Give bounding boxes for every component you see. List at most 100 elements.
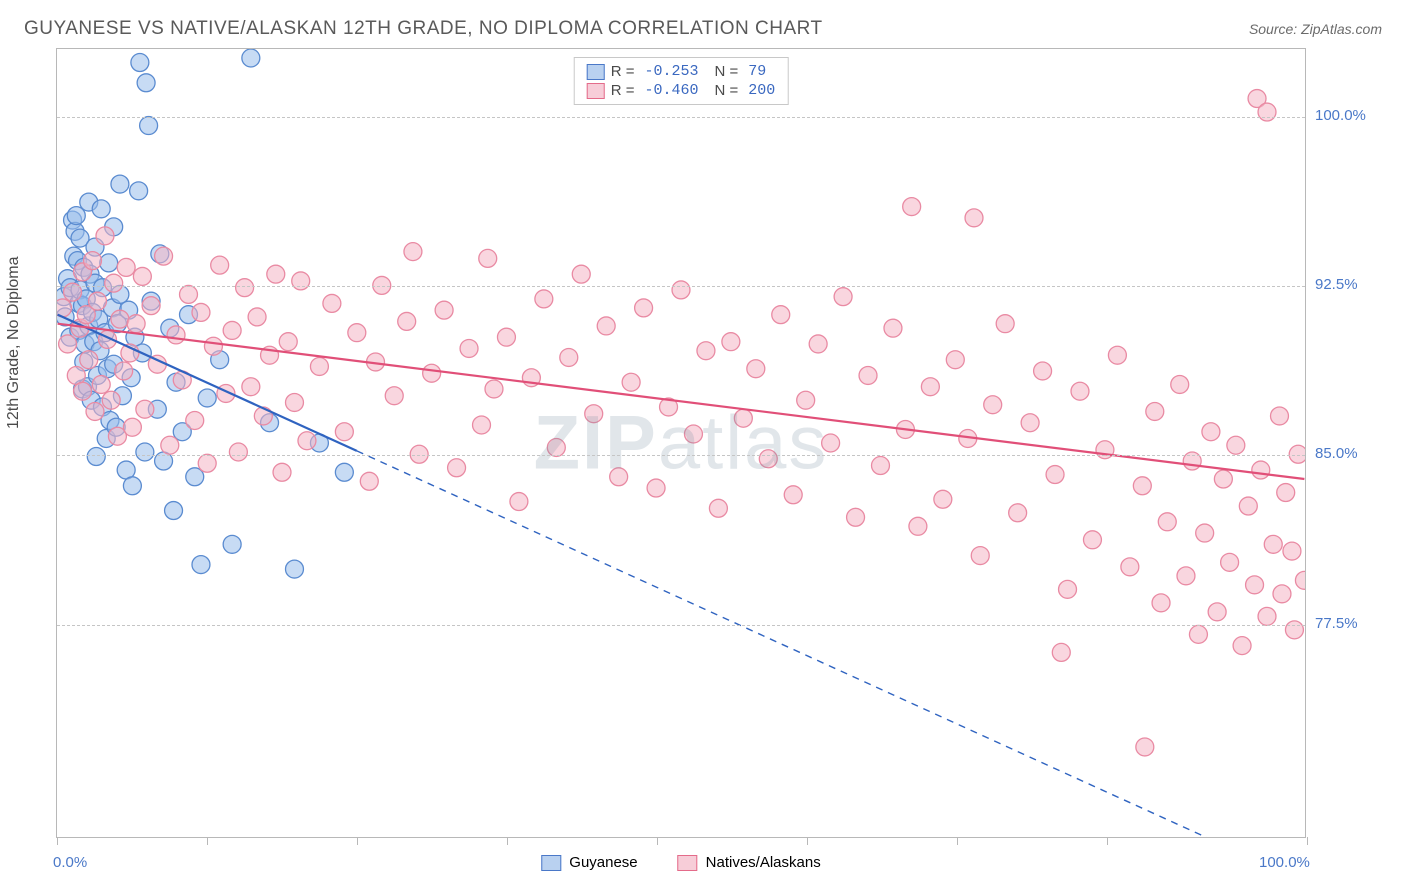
- scatter-point: [105, 274, 123, 292]
- legend-n-value: 200: [744, 82, 775, 99]
- scatter-point: [1273, 585, 1291, 603]
- scatter-point: [1152, 594, 1170, 612]
- scatter-point: [292, 272, 310, 290]
- scatter-point: [360, 472, 378, 490]
- x-tick: [357, 837, 358, 845]
- scatter-point: [597, 317, 615, 335]
- scatter-point: [133, 267, 151, 285]
- scatter-point: [279, 333, 297, 351]
- scatter-point: [161, 436, 179, 454]
- scatter-point: [192, 556, 210, 574]
- scatter-point: [1202, 423, 1220, 441]
- scatter-point: [410, 445, 428, 463]
- scatter-point: [909, 517, 927, 535]
- scatter-point: [167, 326, 185, 344]
- scatter-point: [100, 254, 118, 272]
- scatter-point: [335, 423, 353, 441]
- scatter-point: [1071, 382, 1089, 400]
- chart-plot-area: ZIPatlas R = -0.253 N = 79 R = -0.460 N …: [56, 48, 1306, 838]
- scatter-point: [111, 175, 129, 193]
- gridline-h: [57, 625, 1305, 626]
- scatter-point: [747, 360, 765, 378]
- scatter-point: [273, 463, 291, 481]
- scatter-point: [59, 335, 77, 353]
- scatter-point: [96, 227, 114, 245]
- scatter-point: [84, 252, 102, 270]
- scatter-point: [131, 54, 149, 72]
- scatter-point: [136, 443, 154, 461]
- scatter-point: [672, 281, 690, 299]
- scatter-point: [254, 407, 272, 425]
- scatter-point: [934, 490, 952, 508]
- scatter-point: [111, 310, 129, 328]
- legend-series-label: Guyanese: [569, 854, 637, 871]
- scatter-point: [223, 535, 241, 553]
- chart-title: GUYANESE VS NATIVE/ALASKAN 12TH GRADE, N…: [24, 18, 823, 40]
- scatter-point: [1239, 497, 1257, 515]
- scatter-point: [1258, 607, 1276, 625]
- scatter-point: [1133, 477, 1151, 495]
- scatter-point: [92, 200, 110, 218]
- legend-swatch: [678, 855, 698, 871]
- scatter-point: [198, 454, 216, 472]
- scatter-point: [847, 508, 865, 526]
- scatter-point: [572, 265, 590, 283]
- scatter-point: [1277, 484, 1295, 502]
- scatter-point: [1021, 414, 1039, 432]
- legend-swatch: [587, 83, 605, 99]
- scatter-point: [585, 405, 603, 423]
- scatter-point: [809, 335, 827, 353]
- scatter-point: [165, 502, 183, 520]
- scatter-point: [635, 299, 653, 317]
- scatter-point: [1221, 553, 1239, 571]
- scatter-point: [547, 439, 565, 457]
- y-axis-label: 12th Grade, No Diploma: [5, 256, 23, 429]
- legend-n-label: N =: [715, 82, 739, 99]
- x-tick: [57, 837, 58, 845]
- scatter-point: [784, 486, 802, 504]
- scatter-point: [223, 321, 241, 339]
- scatter-point: [709, 499, 727, 517]
- scatter-point: [80, 351, 98, 369]
- scatter-point: [797, 391, 815, 409]
- legend-swatch: [541, 855, 561, 871]
- legend-series-item: Natives/Alaskans: [678, 854, 821, 871]
- scatter-point: [1108, 346, 1126, 364]
- scatter-point: [435, 301, 453, 319]
- scatter-point: [229, 443, 247, 461]
- scatter-point: [684, 425, 702, 443]
- scatter-point: [248, 308, 266, 326]
- x-tick: [1307, 837, 1308, 845]
- scatter-point: [335, 463, 353, 481]
- scatter-point: [479, 249, 497, 267]
- legend-r-label: R =: [611, 82, 635, 99]
- y-tick-label: 77.5%: [1315, 615, 1375, 632]
- gridline-h: [57, 286, 1305, 287]
- x-tick: [507, 837, 508, 845]
- x-tick: [207, 837, 208, 845]
- scatter-point: [385, 387, 403, 405]
- scatter-point: [1046, 466, 1064, 484]
- scatter-point: [136, 400, 154, 418]
- y-tick-label: 85.0%: [1315, 445, 1375, 462]
- scatter-point: [155, 247, 173, 265]
- scatter-point: [89, 292, 107, 310]
- scatter-point: [348, 324, 366, 342]
- scatter-point: [1009, 504, 1027, 522]
- legend-series-label: Natives/Alaskans: [706, 854, 821, 871]
- scatter-point: [404, 243, 422, 261]
- scatter-point: [485, 380, 503, 398]
- scatter-point: [130, 182, 148, 200]
- scatter-point: [102, 391, 120, 409]
- legend-n-label: N =: [715, 63, 739, 80]
- scatter-point: [903, 198, 921, 216]
- scatter-point: [772, 306, 790, 324]
- scatter-point: [1196, 524, 1214, 542]
- scatter-point: [1258, 103, 1276, 121]
- scatter-point: [123, 477, 141, 495]
- source-attribution: Source: ZipAtlas.com: [1249, 21, 1382, 37]
- scatter-point: [822, 434, 840, 452]
- scatter-point: [87, 448, 105, 466]
- scatter-point: [859, 366, 877, 384]
- gridline-h: [57, 117, 1305, 118]
